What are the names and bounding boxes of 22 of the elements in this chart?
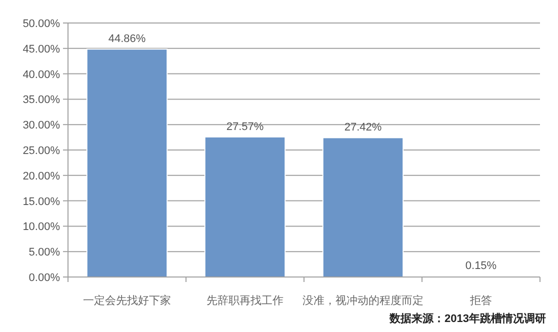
y-tick-label: 50.00%: [22, 18, 60, 30]
source-note: 数据来源：2013年跳槽情况调研: [388, 312, 546, 325]
y-tick-label: 35.00%: [22, 94, 60, 106]
data-label: 0.15%: [465, 260, 497, 272]
y-tick-label: 0.00%: [28, 272, 60, 284]
x-tick-label: 没准，视冲动的程度而定: [302, 294, 424, 307]
x-tick-label: 先辞职再找工作: [206, 294, 284, 307]
y-tick-label: 15.00%: [22, 196, 60, 208]
data-label: 44.86%: [108, 33, 146, 46]
bar: [322, 137, 404, 278]
y-tick-label: 40.00%: [22, 68, 60, 81]
y-tick-label: 45.00%: [22, 43, 60, 56]
bar: [86, 48, 168, 278]
y-tick-label: 10.00%: [22, 221, 60, 234]
y-tick-label: 20.00%: [22, 170, 60, 182]
x-tick-label: 拒答: [469, 295, 492, 307]
data-label: 27.42%: [344, 122, 382, 134]
bar: [204, 136, 286, 278]
y-tick-label: 25.00%: [22, 145, 60, 157]
x-tick-label: 一定会先找好下家: [83, 294, 171, 307]
y-tick-label: 5.00%: [28, 246, 60, 259]
y-tick-label: 30.00%: [22, 120, 60, 132]
